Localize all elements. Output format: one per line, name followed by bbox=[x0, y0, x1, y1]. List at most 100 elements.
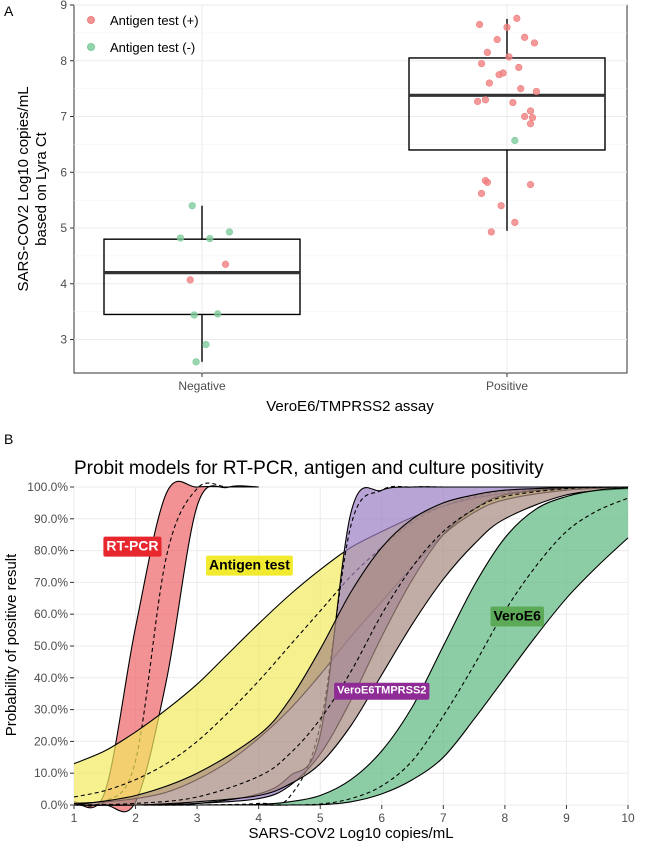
y-tick-label-b: 70.0% bbox=[34, 575, 68, 589]
band-fill-antigen-test bbox=[74, 487, 628, 804]
y-tick-label-b: 40.0% bbox=[34, 671, 68, 685]
data-point-antigen-positive bbox=[487, 228, 495, 236]
x-tick-label-positive: Positive bbox=[486, 379, 528, 393]
y-axis-label-b: Probability of positive result bbox=[3, 553, 20, 736]
data-point-antigen-positive bbox=[511, 218, 519, 227]
data-point-antigen-positive bbox=[526, 107, 535, 115]
data-point-antigen-negative bbox=[176, 234, 185, 242]
band-upper-veroe6tmprss2 bbox=[73, 486, 629, 806]
y-tick-label-b: 20.0% bbox=[34, 734, 68, 748]
legend: Antigen test (+) Antigen test (-) bbox=[87, 13, 199, 55]
box-plot-panel: 3 4 5 6 7 8 9 Negative Positive Antigen test (+… bbox=[15, 0, 628, 415]
x-tick-label-b: 2 bbox=[132, 811, 139, 825]
y-tick-label-a: 3 bbox=[60, 333, 67, 347]
data-point-antigen-positive bbox=[526, 180, 535, 189]
data-point-antigen-negative bbox=[188, 202, 196, 210]
y-axis-label-a-line1: SARS-COV2 Log10 copies/mL bbox=[15, 86, 32, 291]
y-ticks-b: 0.0% 10.0% 20.0% 30.0% 40.0% 50.0% 60.0% 70.0% 8… bbox=[27, 480, 74, 812]
data-point-antigen-positive bbox=[485, 79, 493, 87]
data-point-antigen-positive bbox=[493, 35, 501, 44]
band-fill-overlap-band bbox=[74, 487, 628, 806]
x-tick-label-b: 3 bbox=[194, 811, 201, 825]
data-point-antigen-negative bbox=[190, 311, 198, 319]
plot-area-a bbox=[73, 4, 628, 374]
x-tick-label-b: 5 bbox=[317, 811, 324, 825]
probit-panel: Probit models for RT-PCR, antigen and cu… bbox=[3, 458, 635, 842]
x-tick-label-negative: Negative bbox=[178, 379, 226, 393]
y-tick-label-b: 90.0% bbox=[34, 512, 68, 526]
x-tick-label-b: 6 bbox=[378, 811, 385, 825]
data-point-antigen-positive bbox=[481, 96, 490, 104]
x-tick-label-b: 7 bbox=[440, 811, 447, 825]
data-point-antigen-positive bbox=[497, 202, 505, 210]
band-fill-rt-pcr bbox=[74, 481, 259, 812]
data-point-antigen-negative bbox=[192, 358, 200, 366]
series-label-veroe6: VeroE6 bbox=[490, 606, 544, 627]
band-fill-veroe6 bbox=[74, 488, 628, 806]
series-label-bg-veroe6tmprss2 bbox=[334, 682, 430, 700]
y-tick-label-a: 4 bbox=[60, 277, 67, 291]
band-upper-overlap-band bbox=[73, 486, 629, 806]
data-point-antigen-positive bbox=[483, 178, 492, 186]
y-tick-label-a: 8 bbox=[60, 54, 67, 68]
series-label-text-antigen-test: Antigen test bbox=[209, 557, 290, 573]
y-tick-label-b: 10.0% bbox=[34, 766, 68, 780]
fit-line-overlap-band bbox=[73, 486, 629, 806]
data-point-antigen-positive bbox=[495, 71, 503, 79]
y-tick-label-b: 50.0% bbox=[34, 639, 68, 653]
data-point-antigen-negative bbox=[202, 340, 210, 349]
x-tick-label-b: 4 bbox=[255, 811, 262, 825]
x-tick-label-b: 10 bbox=[621, 811, 635, 825]
box-negative bbox=[103, 238, 301, 316]
data-point-antigen-positive bbox=[186, 276, 194, 284]
x-ticks-a: Negative Positive bbox=[178, 373, 528, 393]
series-label-bg-rt-pcr bbox=[103, 536, 162, 557]
y-tick-label-b: 80.0% bbox=[34, 544, 68, 558]
chart-title-b: Probit models for RT-PCR, antigen and cu… bbox=[74, 458, 544, 479]
series-labels: RT-PCR Antigen test VeroE6TMPRSS2 VeroE6 bbox=[103, 536, 544, 700]
x-tick-label-b: 8 bbox=[502, 811, 509, 825]
data-point-antigen-negative bbox=[225, 228, 234, 236]
legend-label-antigen-test: Antigen test (-) bbox=[110, 40, 195, 55]
data-point-antigen-positive bbox=[526, 120, 535, 128]
y-tick-label-a: 5 bbox=[60, 221, 67, 235]
x-tick-label-b: 9 bbox=[563, 811, 570, 825]
y-tick-label-b: 0.0% bbox=[41, 798, 69, 812]
x-ticks-b: 1 2 3 4 5 6 7 8 9 10 bbox=[71, 805, 635, 825]
data-point-antigen-positive bbox=[475, 20, 484, 29]
data-point-antigen-positive bbox=[530, 39, 539, 47]
series-label-bg-veroe6 bbox=[490, 606, 544, 627]
data-point-antigen-negative bbox=[511, 136, 519, 145]
y-ticks-a: 3 4 5 6 7 8 9 bbox=[60, 0, 74, 347]
y-tick-label-b: 60.0% bbox=[34, 607, 68, 621]
fit-line-veroe6 bbox=[74, 497, 629, 806]
data-point-antigen-positive bbox=[532, 87, 541, 96]
series-label-rt-pcr: RT-PCR bbox=[103, 536, 162, 557]
data-point-antigen-positive bbox=[477, 59, 486, 68]
data-point-antigen-positive bbox=[483, 48, 492, 56]
data-point-antigen-positive bbox=[509, 98, 517, 107]
band-group-veroe6 bbox=[74, 487, 629, 806]
data-point-antigen-positive bbox=[515, 63, 523, 72]
x-axis-label-b: SARS-COV2 Log10 copies/mL bbox=[248, 825, 453, 842]
data-points bbox=[176, 14, 541, 366]
y-tick-label-b: 100.0% bbox=[27, 480, 68, 494]
data-point-antigen-positive bbox=[517, 85, 525, 93]
y-tick-label-b: 30.0% bbox=[34, 703, 68, 717]
data-point-antigen-positive bbox=[474, 97, 482, 106]
data-point-antigen-positive bbox=[505, 53, 513, 61]
series-label-veroe6tmprss2: VeroE6TMPRSS2 bbox=[334, 682, 430, 700]
data-point-antigen-negative bbox=[214, 310, 222, 318]
series-label-antigen-test: Antigen test bbox=[206, 555, 293, 576]
x-tick-label-b: 1 bbox=[71, 811, 78, 825]
data-point-antigen-negative bbox=[206, 235, 214, 243]
panel-label-a: A bbox=[4, 3, 14, 19]
y-tick-label-a: 7 bbox=[60, 110, 67, 124]
data-point-antigen-positive bbox=[513, 14, 521, 22]
legend-key-antigen-test bbox=[87, 16, 95, 24]
probit-bands bbox=[73, 480, 629, 813]
y-tick-label-a: 9 bbox=[60, 0, 67, 12]
series-label-bg-antigen-test bbox=[206, 555, 293, 576]
boxes bbox=[103, 18, 606, 362]
